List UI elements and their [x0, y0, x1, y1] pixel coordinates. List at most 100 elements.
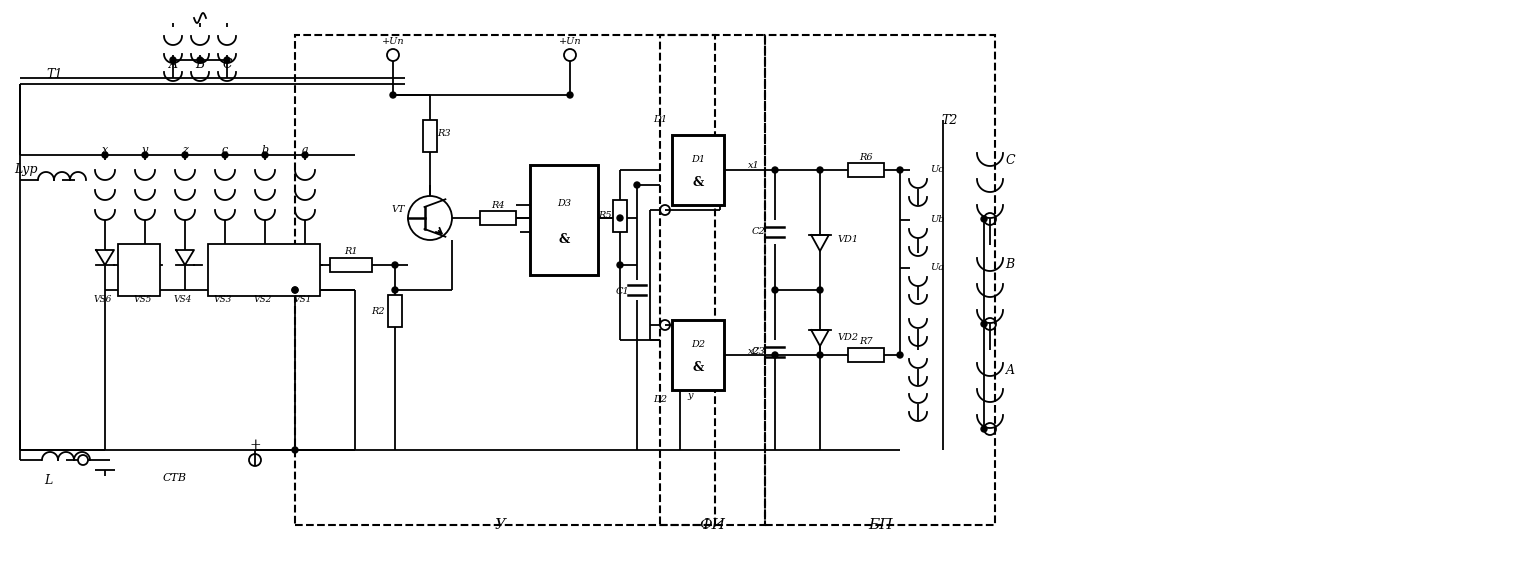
Text: D1: D1: [652, 115, 668, 124]
Circle shape: [292, 287, 299, 293]
Text: B: B: [196, 59, 205, 72]
Circle shape: [392, 262, 398, 268]
Text: D1: D1: [690, 155, 706, 164]
Circle shape: [981, 216, 987, 222]
Bar: [848, 348, 883, 362]
Circle shape: [392, 287, 398, 293]
Bar: [208, 244, 320, 296]
Bar: [848, 163, 883, 177]
Text: VS1: VS1: [294, 295, 312, 305]
Circle shape: [818, 352, 824, 358]
Bar: [118, 244, 161, 296]
Bar: [660, 35, 766, 525]
Text: R3: R3: [438, 128, 450, 137]
Bar: [387, 295, 403, 327]
Circle shape: [981, 321, 987, 327]
Bar: [530, 165, 599, 275]
Text: B: B: [1006, 259, 1015, 272]
Text: &: &: [692, 176, 704, 189]
Circle shape: [182, 152, 188, 158]
Circle shape: [617, 262, 623, 268]
Circle shape: [818, 287, 824, 293]
Text: +: +: [250, 438, 260, 452]
Bar: [423, 120, 436, 152]
Bar: [331, 258, 372, 272]
Circle shape: [772, 352, 778, 358]
Text: R1: R1: [344, 247, 358, 257]
Circle shape: [772, 167, 778, 173]
Text: D3: D3: [557, 199, 571, 208]
Bar: [766, 35, 995, 525]
Circle shape: [197, 57, 204, 63]
Text: Ub: Ub: [929, 215, 945, 224]
Text: D2: D2: [652, 396, 668, 405]
Text: R6: R6: [859, 153, 873, 162]
Circle shape: [566, 92, 573, 98]
Circle shape: [103, 152, 109, 158]
Bar: [672, 135, 724, 205]
Text: Ua: Ua: [929, 263, 945, 272]
Circle shape: [292, 447, 299, 453]
Text: R2: R2: [371, 306, 384, 315]
Text: VS3: VS3: [214, 295, 233, 305]
Text: Lур: Lур: [14, 163, 37, 176]
Text: Uc: Uc: [929, 166, 943, 175]
Circle shape: [224, 57, 230, 63]
Text: VS6: VS6: [93, 295, 112, 305]
Text: x: x: [103, 145, 109, 155]
Text: b: b: [262, 145, 268, 155]
Text: z: z: [182, 145, 188, 155]
Text: СТВ: СТВ: [162, 473, 187, 483]
Text: VS5: VS5: [133, 295, 152, 305]
Text: R5: R5: [599, 211, 612, 220]
Text: ФИ: ФИ: [700, 518, 726, 532]
Text: C2: C2: [752, 228, 766, 237]
Text: T1: T1: [47, 67, 63, 80]
Text: A: A: [168, 59, 178, 72]
Circle shape: [634, 182, 640, 188]
Circle shape: [617, 215, 623, 221]
Text: D2: D2: [690, 340, 706, 349]
Text: R7: R7: [859, 337, 873, 346]
Text: &: &: [692, 361, 704, 374]
Circle shape: [142, 152, 149, 158]
Text: VD1: VD1: [837, 236, 859, 245]
Circle shape: [302, 152, 308, 158]
Text: R4: R4: [491, 201, 505, 210]
Text: C1: C1: [615, 286, 629, 295]
Text: C: C: [1006, 154, 1015, 167]
Circle shape: [170, 57, 176, 63]
Circle shape: [262, 152, 268, 158]
Text: +Uп: +Uп: [381, 37, 404, 46]
Text: x1: x1: [749, 160, 759, 170]
Text: VS2: VS2: [254, 295, 273, 305]
Text: y: y: [687, 390, 692, 399]
Text: VT: VT: [392, 206, 404, 215]
Text: c: c: [222, 145, 228, 155]
Text: a: a: [302, 145, 308, 155]
Text: VD2: VD2: [837, 333, 859, 342]
Bar: [672, 320, 724, 390]
Text: x2: x2: [749, 347, 759, 357]
Circle shape: [818, 167, 824, 173]
Text: y: y: [142, 145, 149, 155]
Bar: [481, 211, 516, 225]
Circle shape: [897, 352, 903, 358]
Text: L: L: [44, 473, 52, 486]
Text: &: &: [559, 233, 570, 246]
Text: VS4: VS4: [175, 295, 193, 305]
Text: C3: C3: [752, 347, 766, 357]
Circle shape: [390, 92, 397, 98]
Bar: [612, 200, 628, 232]
Text: C: C: [222, 59, 231, 72]
Circle shape: [897, 167, 903, 173]
Text: У: У: [495, 518, 505, 532]
Text: +Uп: +Uп: [559, 37, 582, 46]
Text: A: A: [1006, 363, 1015, 376]
Text: T2: T2: [942, 114, 958, 127]
Bar: [295, 35, 715, 525]
Circle shape: [981, 426, 987, 432]
Circle shape: [772, 287, 778, 293]
Circle shape: [222, 152, 228, 158]
Text: БП: БП: [868, 518, 893, 532]
